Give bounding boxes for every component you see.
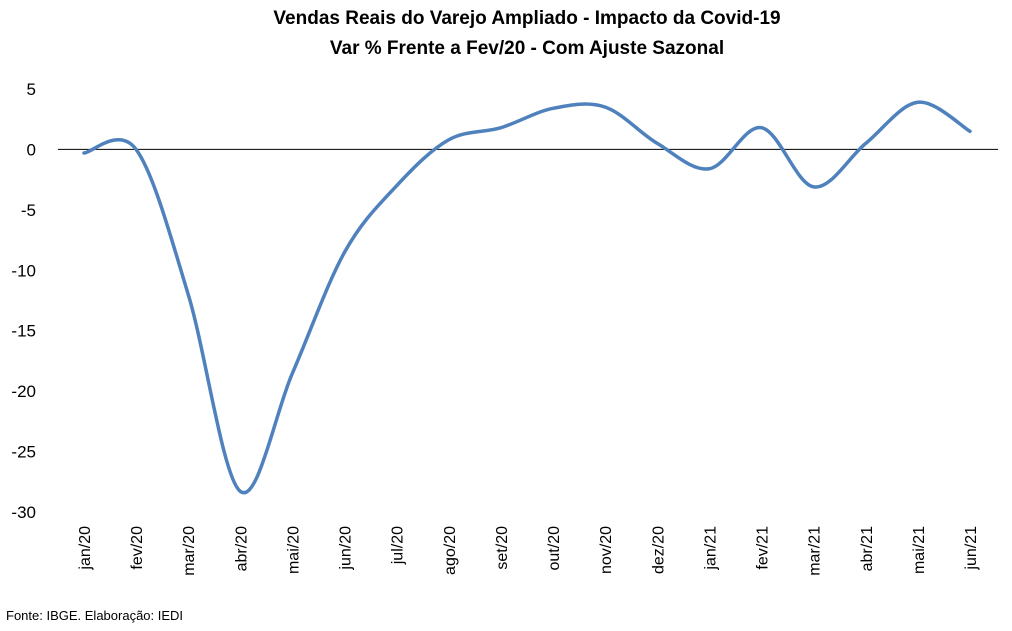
data-point	[760, 126, 764, 130]
x-tick-label: fev/21	[755, 526, 772, 570]
x-tick-label: jan/21	[702, 526, 719, 571]
chart-subtitle: Var % Frente a Fev/20 - Com Ajuste Sazon…	[330, 38, 724, 59]
x-tick-label: abr/20	[233, 526, 250, 571]
y-tick-label: -10	[11, 261, 36, 280]
x-tick-label: jun/20	[338, 526, 355, 571]
data-point	[395, 184, 399, 188]
data-point	[499, 126, 503, 130]
data-points	[82, 100, 972, 493]
x-tick-label: set/20	[494, 526, 511, 570]
series-line	[82, 100, 972, 495]
x-tick-label: dez/20	[650, 526, 667, 574]
data-point	[812, 185, 816, 189]
data-point	[968, 129, 972, 133]
data-point	[447, 138, 451, 142]
data-point	[290, 371, 294, 375]
chart-title: Vendas Reais do Varejo Ampliado - Impact…	[273, 8, 780, 29]
x-tick-label: jun/21	[963, 526, 980, 571]
y-tick-label: -15	[11, 322, 36, 341]
y-tick-label: -30	[11, 503, 36, 522]
x-tick-label: mai/21	[911, 526, 928, 574]
data-point	[707, 167, 711, 171]
x-axis: jan/20 fev/20 mar/20 abr/20 mai/20 jun/20 jul/…	[77, 526, 980, 576]
x-tick-label: jan/20	[77, 526, 94, 571]
data-point	[134, 147, 138, 151]
y-axis: 5 0 -5 -10 -15 -20 -25 -30	[11, 80, 36, 522]
y-tick-label: 5	[27, 80, 36, 99]
data-point	[551, 106, 555, 110]
data-point	[186, 292, 190, 296]
y-tick-label: -5	[21, 201, 36, 220]
x-tick-label: mar/20	[181, 526, 198, 576]
x-tick-label: jul/20	[390, 526, 407, 565]
y-tick-label: -25	[11, 443, 36, 462]
x-tick-label: mai/20	[285, 526, 302, 574]
data-point	[603, 105, 607, 109]
x-tick-label: nov/20	[598, 526, 615, 574]
data-point	[82, 151, 86, 155]
x-tick-label: mar/21	[807, 526, 824, 576]
data-point	[916, 100, 920, 104]
x-tick-label: ago/20	[442, 526, 459, 575]
x-tick-label: out/20	[546, 526, 563, 571]
data-point	[343, 250, 347, 254]
x-tick-label: abr/21	[859, 526, 876, 571]
y-tick-label: -20	[11, 382, 36, 401]
data-point	[238, 489, 242, 493]
x-tick-label: fev/20	[129, 526, 146, 570]
y-tick-label: 0	[27, 140, 36, 159]
data-point	[655, 141, 659, 145]
data-point	[864, 141, 868, 145]
source-note: Fonte: IBGE. Elaboração: IEDI	[6, 608, 184, 623]
